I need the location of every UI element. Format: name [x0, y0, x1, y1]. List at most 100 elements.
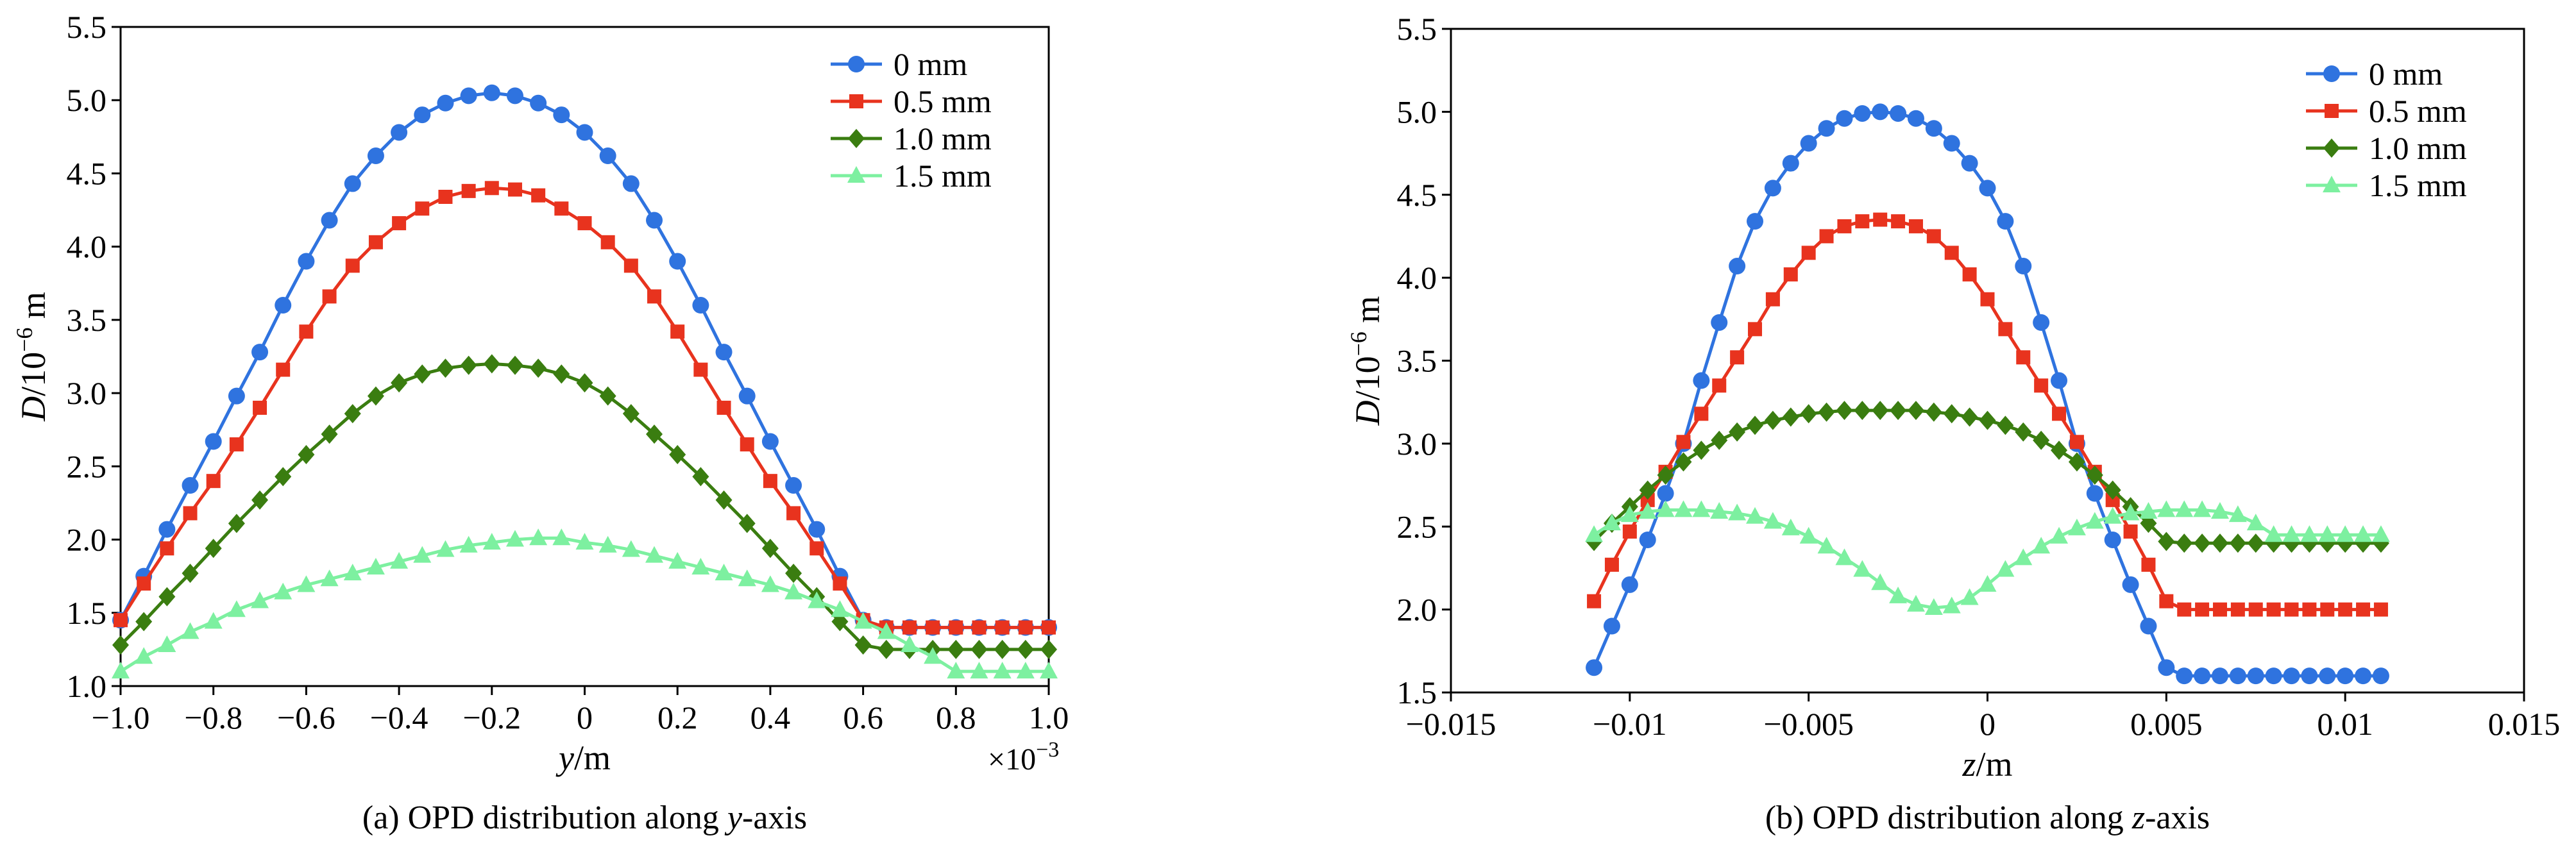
chart-a-series-3-point-0: [112, 662, 130, 679]
chart-a-series-2-point-12: [391, 373, 408, 393]
chart-b-series-2-point-22: [1979, 410, 1996, 430]
chart-b-series-0-point-38: [2265, 667, 2282, 685]
chart-b-series-1-point-7: [1712, 378, 1727, 393]
chart-a-series-0-point-10: [344, 175, 361, 192]
chart-a-series-2-point-39: [1017, 639, 1034, 659]
chart-a-series-0-point-12: [391, 124, 408, 141]
chart-b-series-0-point-44: [2372, 667, 2389, 685]
chart-a-series-1-point-14: [438, 189, 453, 204]
chart-a-x-axis-label-unit: /m: [574, 739, 611, 777]
chart-a-series-2-point-3: [182, 564, 199, 583]
chart-b-y-tick-label: 4.5: [1397, 177, 1437, 213]
chart-a-x-axis-multiplier: ×10−3: [988, 738, 1059, 776]
chart-b-legend-marker-2-point-0: [2323, 138, 2340, 158]
chart-b-series-3-point-21: [1960, 588, 1979, 605]
chart-b-legend-label-3: 1.5 mm: [2369, 167, 2467, 203]
chart-a-legend-marker-1-point-0: [849, 94, 863, 108]
chart-a-caption-axis: y: [724, 800, 743, 836]
chart-b-series-0-point-7: [1711, 314, 1728, 331]
chart-b-series-0-point-29: [2104, 531, 2121, 548]
chart-a-series-3-point-34: [900, 635, 919, 653]
chart-b-series-2-point-34: [2194, 533, 2211, 553]
chart-b-series-1-point-26: [2052, 407, 2067, 421]
chart-b-series-3-point-22: [1978, 574, 1997, 592]
chart-b-series-2-point-24: [2015, 422, 2032, 442]
chart-b-series-0-point-11: [1782, 155, 1799, 172]
chart-a-series-1-point-1: [137, 576, 151, 591]
chart-b-series-1-point-16: [1873, 212, 1888, 227]
chart-a-y-tick-label: 1.5: [67, 595, 107, 631]
chart-a-series-2-point-26: [715, 490, 733, 510]
chart-b-y-axis-label-unit: m: [1348, 296, 1387, 332]
chart-b-series-2-point-37: [2247, 533, 2264, 553]
chart-a-series-1-point-21: [600, 235, 615, 249]
chart-a-series-3-point-24: [668, 551, 687, 569]
chart-b-series-2-point-29: [2104, 480, 2121, 500]
chart-b: −0.015 −0.01 −0.005 0 0.005 0.01 0.015 1.5 2.0 2.…: [1346, 11, 2560, 836]
chart-a-series-3-point-14: [436, 540, 455, 557]
chart-a-series-2-point-36: [947, 639, 965, 659]
chart-a-series-3-point-7: [274, 582, 292, 600]
chart-b-series-3-point-20: [1942, 596, 1961, 614]
chart-a-series-3-point-12: [390, 551, 409, 569]
chart-a-series-1-point-0: [114, 613, 128, 628]
chart-a-caption-suffix: -axis: [742, 800, 807, 836]
chart-a-series-2-point-22: [622, 404, 640, 424]
chart-a-series-0-point-7: [275, 297, 292, 314]
chart-b-y-tick-label: 5.5: [1397, 11, 1437, 47]
chart-a-series-0-point-25: [692, 297, 709, 314]
chart-b-series-3-point-1: [1602, 514, 1621, 531]
chart-b-series-1-point-2: [1622, 524, 1637, 539]
chart-b-series-2-point-12: [1800, 404, 1817, 424]
chart-a-series-2-point-28: [761, 539, 779, 558]
chart-b-series-0-point-36: [2229, 667, 2246, 685]
chart-a-series-3-point-18: [529, 528, 548, 546]
chart-a-series-0-point-14: [437, 94, 454, 112]
chart-b-series-1-point-25: [2034, 378, 2049, 393]
chart-a-series-0-point-3: [182, 477, 199, 494]
chart-b-series-0-point-19: [1925, 120, 1942, 137]
chart-b-series-0-point-34: [2194, 667, 2211, 685]
chart-a-x-tick-label: 1.0: [1029, 700, 1069, 735]
chart-b-series-3-point-39: [2282, 525, 2301, 542]
chart-b-series-0-point-12: [1800, 135, 1817, 152]
chart-b-series-2-point-28: [2086, 465, 2103, 485]
chart-b-series-3-point-40: [2300, 525, 2319, 542]
chart-a-series-2-point-6: [251, 490, 269, 510]
chart-a-x-axis-label: y/m: [555, 739, 611, 777]
chart-b-series-3-point-33: [2175, 500, 2194, 517]
chart-b-x-tick-label: −0.005: [1763, 706, 1854, 742]
chart-a-legend-label-3: 1.5 mm: [894, 158, 992, 194]
chart-b-series-1-point-23: [1998, 322, 2013, 337]
chart-b-series-1-point-29: [2105, 492, 2120, 507]
chart-b-series-2-point-16: [1872, 401, 1889, 421]
chart-b-series-1: [1587, 212, 2388, 617]
chart-b-series-1-point-39: [2284, 602, 2299, 617]
chart-a-series-3-point-1: [135, 647, 153, 664]
chart-a-series-3-point-6: [251, 591, 269, 608]
chart-b-series-0-point-6: [1693, 372, 1710, 389]
chart-a-y-tick-label: 4.5: [67, 155, 107, 191]
chart-a-series-3-point-15: [459, 535, 478, 553]
chart-a-series-0-point-9: [321, 212, 338, 229]
chart-a-series-3-point-39: [1016, 662, 1035, 679]
chart-b-x-tick-label: 0: [1979, 706, 1996, 742]
chart-a-caption-prefix: (a) OPD distribution along: [362, 800, 727, 836]
chart-a-series-3-point-33: [877, 622, 895, 639]
chart-a-series-1-point-13: [415, 201, 430, 216]
chart-b-x-tick-label: 0.01: [2317, 706, 2373, 742]
chart-b-series-0-point-13: [1818, 120, 1835, 137]
chart-b-series-3-point-7: [1710, 501, 1729, 519]
chart-a-series-3-point-31: [831, 600, 849, 617]
chart-b-series-3-point-35: [2210, 501, 2229, 519]
chart-b-series-0-point-10: [1764, 180, 1781, 197]
chart-a-series-3-point-28: [761, 575, 779, 592]
chart-a-series-2-point-29: [785, 564, 802, 583]
chart-a-x-axis-label-var: y: [555, 739, 574, 777]
chart-a-series-1-point-12: [392, 216, 407, 231]
chart-b-series-2-point-36: [2229, 533, 2246, 553]
chart-b-series-3-point-43: [2354, 525, 2373, 542]
chart-a-series-2-point-16: [483, 354, 500, 374]
chart-b-series-3-point-2: [1620, 505, 1639, 523]
chart-a-series-3-point-25: [691, 557, 710, 574]
